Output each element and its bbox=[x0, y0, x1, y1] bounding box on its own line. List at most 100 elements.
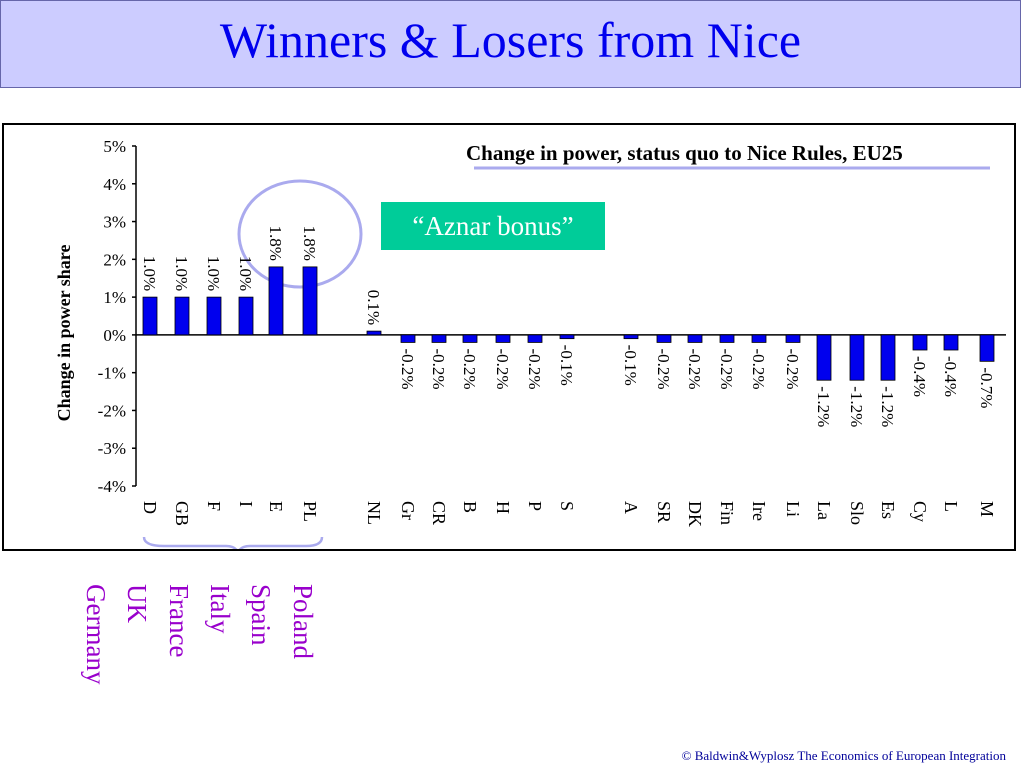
aznar-bonus-highlight-ring bbox=[237, 179, 363, 289]
bar bbox=[431, 334, 447, 343]
category-label: L bbox=[941, 501, 961, 512]
bar-value-label: -0.2% bbox=[783, 348, 802, 389]
category-label: SR bbox=[654, 501, 674, 523]
bar-value-label: 1.0% bbox=[140, 256, 159, 291]
bar-value-label: 1.0% bbox=[236, 256, 255, 291]
category-label: B bbox=[460, 501, 480, 513]
y-tick-label: 4% bbox=[103, 175, 126, 194]
bar-value-label: -1.2% bbox=[878, 386, 897, 427]
category-label: Slo bbox=[847, 501, 867, 525]
bar-value-label: -0.2% bbox=[685, 348, 704, 389]
chart-frame: Change in power, status quo to Nice Rule… bbox=[2, 123, 1016, 551]
bar bbox=[785, 334, 801, 343]
category-label: D bbox=[140, 501, 160, 514]
bar-value-label: 1.8% bbox=[266, 225, 285, 260]
copyright-footer: © Baldwin&Wyplosz The Economics of Europ… bbox=[681, 748, 1006, 763]
bar bbox=[302, 266, 318, 336]
country-name: Poland bbox=[288, 584, 318, 660]
y-tick-label: -2% bbox=[98, 401, 126, 420]
y-tick-label: -4% bbox=[98, 477, 126, 496]
bar bbox=[816, 334, 832, 381]
bar bbox=[656, 334, 672, 343]
country-name: Spain bbox=[246, 584, 276, 646]
category-label: H bbox=[493, 501, 513, 514]
country-group-brace bbox=[142, 536, 324, 549]
y-tick-label: 0% bbox=[103, 326, 126, 345]
category-label: CR bbox=[429, 501, 449, 525]
category-label: NL bbox=[364, 501, 384, 525]
category-label: I bbox=[236, 501, 256, 507]
bar-value-label: -0.2% bbox=[493, 348, 512, 389]
bar bbox=[719, 334, 735, 343]
aznar-bonus-callout: “Aznar bonus” bbox=[381, 202, 605, 250]
bar bbox=[400, 334, 416, 343]
bar bbox=[142, 296, 158, 336]
category-label: M bbox=[977, 501, 997, 517]
bar-value-label: -0.7% bbox=[977, 367, 996, 408]
bar-value-label: -0.4% bbox=[910, 356, 929, 397]
bar bbox=[206, 296, 222, 336]
category-label: Gr bbox=[398, 501, 418, 520]
bar-value-label: -0.2% bbox=[717, 348, 736, 389]
bar-value-label: -0.2% bbox=[429, 348, 448, 389]
y-tick-label: 1% bbox=[103, 288, 126, 307]
bar-value-label: -0.4% bbox=[941, 356, 960, 397]
bar bbox=[912, 334, 928, 351]
bar-value-label: 0.1% bbox=[364, 290, 383, 325]
bar bbox=[559, 334, 575, 340]
bar bbox=[527, 334, 543, 343]
bar-value-label: -0.2% bbox=[460, 348, 479, 389]
bar bbox=[366, 330, 382, 336]
category-label: E bbox=[266, 501, 286, 512]
category-label: A bbox=[621, 501, 641, 514]
bar-value-label: -0.1% bbox=[621, 345, 640, 386]
category-label: F bbox=[204, 501, 224, 511]
bar-value-label: 1.0% bbox=[172, 256, 191, 291]
bar-value-label: -0.1% bbox=[557, 345, 576, 386]
country-name: UK bbox=[122, 584, 152, 623]
chart-title: Change in power, status quo to Nice Rule… bbox=[466, 141, 903, 165]
bar bbox=[174, 296, 190, 336]
bar bbox=[238, 296, 254, 336]
category-label: Es bbox=[878, 501, 898, 519]
bar bbox=[943, 334, 959, 351]
category-label: S bbox=[557, 501, 577, 511]
bar bbox=[687, 334, 703, 343]
category-label: Ire bbox=[749, 501, 769, 521]
y-tick-label: 2% bbox=[103, 250, 126, 269]
category-label: DK bbox=[685, 501, 705, 527]
country-name: France bbox=[164, 584, 194, 658]
bar-chart: Change in power, status quo to Nice Rule… bbox=[54, 137, 1006, 549]
bar bbox=[268, 266, 284, 336]
y-tick-label: 5% bbox=[103, 137, 126, 156]
category-label: Fin bbox=[717, 501, 737, 525]
bar-value-label: 1.8% bbox=[300, 225, 319, 260]
bar-value-label: -0.2% bbox=[749, 348, 768, 389]
country-name: Italy bbox=[205, 584, 235, 634]
bar-value-label: -0.2% bbox=[398, 348, 417, 389]
category-label: GB bbox=[172, 501, 192, 526]
bar bbox=[849, 334, 865, 381]
bar bbox=[751, 334, 767, 343]
bar bbox=[979, 334, 995, 362]
category-label: Cy bbox=[910, 501, 930, 522]
bar bbox=[623, 334, 639, 340]
slide-title: Winners & Losers from Nice bbox=[219, 12, 802, 68]
y-tick-label: -3% bbox=[98, 439, 126, 458]
bar bbox=[880, 334, 896, 381]
bar-value-label: -1.2% bbox=[847, 386, 866, 427]
category-label: Li bbox=[783, 501, 803, 517]
category-label: PL bbox=[300, 501, 320, 522]
y-tick-label: 3% bbox=[103, 213, 126, 232]
country-name: Germany bbox=[81, 584, 111, 685]
category-label: La bbox=[814, 501, 834, 520]
y-tick-label: -1% bbox=[98, 364, 126, 383]
title-band: Winners & Losers from Nice bbox=[0, 0, 1021, 88]
bar-value-label: -0.2% bbox=[525, 348, 544, 389]
bar-value-label: -0.2% bbox=[654, 348, 673, 389]
bar bbox=[495, 334, 511, 343]
bar-value-label: -1.2% bbox=[814, 386, 833, 427]
bar bbox=[462, 334, 478, 343]
y-axis-label: Change in power share bbox=[54, 245, 74, 422]
category-label: P bbox=[525, 501, 545, 511]
